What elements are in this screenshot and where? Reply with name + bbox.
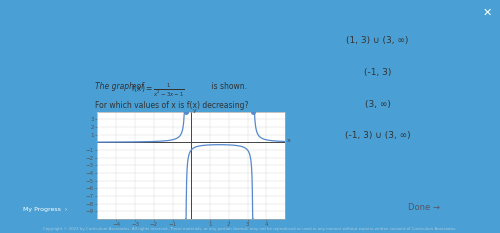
Text: ✕: ✕	[483, 8, 492, 18]
Text: Copyright © 2023 by Curriculum Associates. All rights reserved. These materials,: Copyright © 2023 by Curriculum Associate…	[44, 227, 457, 231]
Text: x: x	[287, 137, 290, 143]
Text: is shown.: is shown.	[210, 82, 248, 91]
Text: y: y	[193, 108, 197, 113]
Text: The graph of: The graph of	[95, 82, 146, 91]
Text: (-1, 3) ∪ (3, ∞): (-1, 3) ∪ (3, ∞)	[344, 131, 410, 140]
Text: (1, 3) ∪ (3, ∞): (1, 3) ∪ (3, ∞)	[346, 36, 408, 45]
Text: For which values of x is f(x) decreasing?: For which values of x is f(x) decreasing…	[95, 101, 248, 110]
Text: (3, ∞): (3, ∞)	[364, 99, 390, 109]
Text: (-1, 3): (-1, 3)	[364, 68, 391, 77]
Text: Done →: Done →	[408, 203, 440, 212]
Text: My Progress  ›: My Progress ›	[22, 207, 67, 212]
Text: $f(x) = \frac{1}{x^2-3x-1}$: $f(x) = \frac{1}{x^2-3x-1}$	[130, 82, 184, 99]
